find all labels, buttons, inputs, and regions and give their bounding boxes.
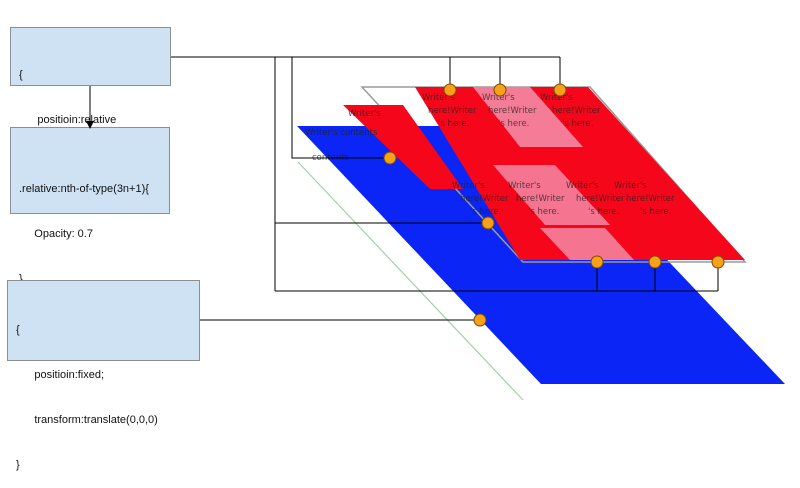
marker-dot	[473, 313, 487, 327]
marker-dot	[481, 216, 495, 230]
tile-text: Writer's	[348, 109, 381, 119]
red-tile-offset	[343, 105, 463, 189]
tile-text: here!Writer	[428, 106, 477, 116]
nth-of-type-code-box: .relative:nth-of-type(3n+1){ Opacity: 0.…	[10, 127, 170, 285]
tile-text-group: Writer's here!Writer 's here. Writer's h…	[305, 93, 675, 217]
layer-diagram: Writer's here!Writer 's here. Writer's h…	[86, 56, 785, 401]
marker-dot	[443, 83, 457, 97]
pink-tile-top	[473, 87, 583, 147]
marker-dot	[590, 255, 604, 269]
marker-group	[383, 83, 725, 327]
tile-text: Writer's contents	[305, 128, 378, 138]
tile-text: 's here.	[438, 119, 469, 129]
code-line: {	[19, 69, 23, 81]
tile-text: 's here.	[588, 207, 619, 217]
tile-text: 's here.	[528, 207, 559, 217]
code-line: }	[19, 273, 23, 285]
marker-dot	[648, 255, 662, 269]
tile-text: Writer's	[614, 181, 647, 191]
tile-text: here!Writer	[488, 106, 537, 116]
code-line: }	[16, 459, 20, 471]
pink-tile-middle	[493, 165, 610, 225]
connector-lines	[86, 56, 719, 321]
tile-text: Writer's	[482, 93, 515, 103]
code-line: {	[16, 324, 20, 336]
tile-text: 's here.	[470, 207, 501, 217]
marker-dot	[383, 151, 397, 165]
connector-offset-tile	[291, 57, 390, 159]
code-line: positioin:relative	[19, 114, 117, 126]
tile-text: here!Writer	[516, 194, 565, 204]
tile-text: here!Writer	[460, 194, 509, 204]
relative-code-box: { positioin:relative }	[10, 27, 171, 171]
tile-text: Writer's	[422, 93, 455, 103]
tile-text: Writer's	[508, 181, 541, 191]
marker-dot	[711, 255, 725, 269]
marker-dot	[553, 83, 567, 97]
tile-text: 's here.	[562, 119, 593, 129]
tile-text: Writer's	[566, 181, 599, 191]
tile-text: Writer's	[540, 93, 573, 103]
red-relative-layer	[415, 87, 745, 260]
tile-text: here!Writer	[552, 106, 601, 116]
marker-dot	[493, 83, 507, 97]
code-line: positioin:fixed;	[16, 369, 105, 381]
code-line: transform:translate(0,0,0)	[16, 414, 158, 426]
tile-text: 's here.	[498, 119, 529, 129]
code-line: .relative:nth-of-type(3n+1){	[19, 183, 149, 195]
tile-text: here!Writer	[626, 194, 675, 204]
code-line: Opacity: 0.7	[19, 228, 93, 240]
green-layer-edge	[297, 161, 524, 401]
tile-text: 's here.	[640, 207, 671, 217]
tile-text: Writer's	[452, 181, 485, 191]
connector-relative	[171, 56, 276, 291]
pink-tile-lower	[540, 228, 634, 260]
tile-text: here!Writer	[576, 194, 625, 204]
